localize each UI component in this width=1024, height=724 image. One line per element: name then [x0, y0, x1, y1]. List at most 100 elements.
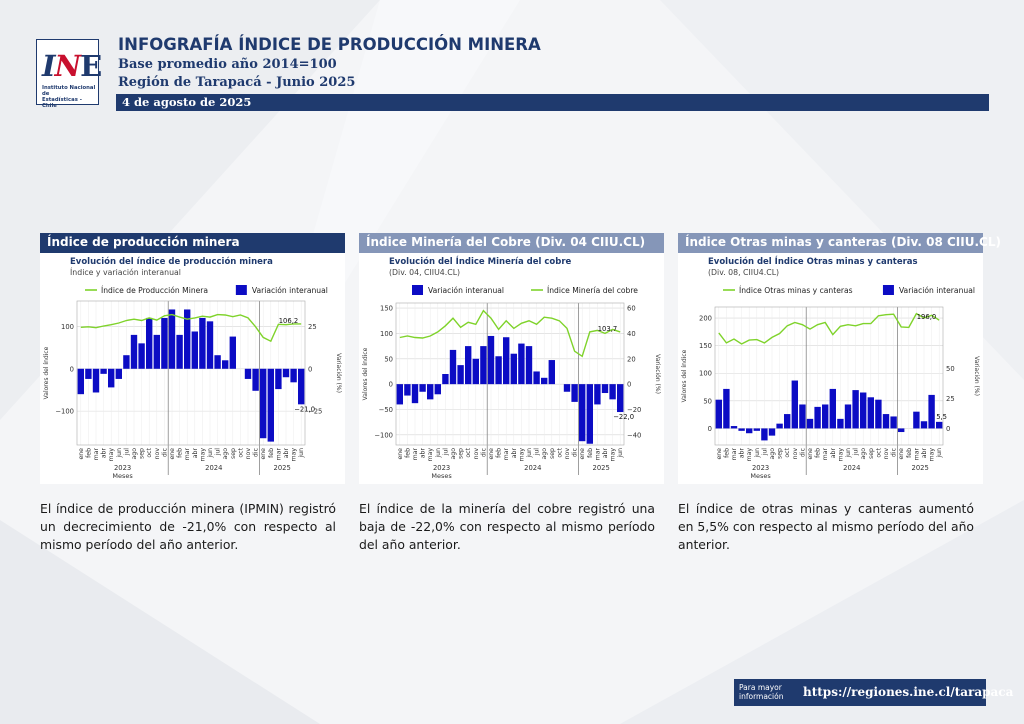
x-tick-month: abr [739, 448, 746, 459]
x-tick-month: sep [868, 448, 875, 459]
x-tick-month: may [610, 448, 617, 462]
x-tick-month: feb [906, 448, 913, 458]
variation-bar [472, 358, 479, 385]
y-tick-label: 100 [61, 323, 74, 331]
x-tick-month: sep [230, 448, 237, 459]
variation-bar [487, 335, 495, 385]
x-tick-month: mar [913, 448, 920, 461]
y-axis-title: Valores del índice [43, 346, 50, 399]
x-tick-month: ago [860, 448, 867, 460]
variation-bar [715, 399, 722, 429]
x-tick-month: dic [891, 447, 898, 457]
variation-bar [260, 368, 267, 439]
x-tick-year: 2024 [524, 464, 541, 472]
footer-url-link[interactable]: https://regiones.ine.cl/tarapaca [803, 685, 1014, 699]
x-tick-month: mar [503, 448, 510, 461]
y-tick-label: −100 [374, 431, 393, 439]
x-tick-month: may [746, 448, 753, 462]
variation-bar [510, 353, 517, 385]
y2-tick-label: 50 [946, 365, 955, 373]
x-tick-month: feb [723, 448, 730, 458]
x-tick-year: 2025 [274, 464, 291, 472]
y-tick-label: 50 [384, 355, 393, 363]
variation-bar [936, 421, 943, 429]
index-line [80, 313, 302, 343]
x-tick-month: may [199, 448, 206, 462]
variation-bar [768, 428, 776, 436]
panel-header-other-mines: Índice Otras minas y canteras (Div. 08 C… [678, 233, 1001, 253]
chart-other-mines: Evolución del Índice Otras minas y cante… [681, 255, 980, 480]
variation-bar [571, 384, 578, 402]
variation-bar [594, 384, 601, 405]
y-tick-label: 0 [70, 365, 74, 373]
x-tick-month: may [427, 448, 434, 462]
variation-bar [100, 368, 107, 374]
y2-axis-title: Variación (%) [335, 353, 342, 393]
x-tick-month: jul [761, 448, 768, 457]
publication-date: 4 de agosto de 2025 [122, 95, 252, 109]
y-axis-right: −25 0 25 [308, 323, 322, 416]
x-tick-month: abr [921, 448, 928, 459]
y-tick-label: −100 [55, 408, 74, 416]
variation-bar [138, 343, 145, 369]
footer-bar: Para mayor información https://regiones.… [734, 679, 1013, 706]
x-tick-month: oct [146, 447, 153, 457]
variation-bar [298, 368, 305, 405]
legend-bar-swatch [882, 285, 894, 295]
x-tick-year: 2023 [114, 464, 131, 472]
variation-bar [92, 368, 100, 393]
x-tick-month: sep [777, 448, 784, 459]
variation-bar [844, 404, 852, 429]
variation-bar [396, 384, 403, 405]
y-axis-left: 0 50 100 150 200 [699, 315, 712, 433]
variation-bar [898, 428, 905, 433]
variation-bar [123, 355, 130, 369]
chart-legend: Índice Otras minas y canteras Variación i… [723, 285, 975, 295]
description-other-mines: El índice de otras minas y canteras aume… [678, 501, 975, 552]
y-tick-label: 150 [380, 305, 393, 313]
variation-bars [77, 309, 305, 442]
x-tick-month: abr [283, 448, 290, 459]
variation-bar [130, 334, 138, 369]
x-tick-month: jul [442, 448, 449, 457]
variation-bar [191, 331, 198, 369]
variation-bar [442, 374, 449, 385]
x-tick-month: abr [511, 448, 518, 459]
logo-text: Instituto Nacional de Estadísticas - Chi… [42, 85, 98, 109]
x-tick-month: sep [458, 448, 465, 459]
variation-end-label: −21,0 [294, 405, 315, 413]
x-tick-month: ene [488, 448, 495, 460]
x-tick-month: dic [480, 447, 487, 457]
x-tick-month: dic [253, 447, 260, 457]
variation-bars [396, 335, 624, 444]
y2-tick-label: 25 [946, 395, 955, 403]
y2-tick-label: 0 [946, 425, 950, 433]
x-tick-month: jun [207, 448, 214, 459]
variation-bar [723, 388, 730, 429]
x-tick-month: feb [404, 448, 411, 458]
variation-bar [609, 384, 616, 400]
y2-tick-label: −25 [308, 408, 322, 416]
variation-bar [563, 384, 571, 392]
x-axis-months: ene feb mar abr may jun jul ago sep oct nov dic ene f… [716, 447, 943, 461]
variation-bar [480, 346, 487, 385]
y-axis-right: 0 25 50 [946, 365, 955, 433]
variation-bar [267, 368, 274, 442]
variation-bar [214, 355, 221, 369]
x-tick-month: ene [397, 448, 404, 460]
variation-bar [146, 317, 153, 369]
y-axis-right: −40 −20 0 20 40 60 [627, 305, 641, 440]
x-tick-month: oct [237, 447, 244, 457]
index-line [399, 309, 621, 358]
x-tick-month: mar [275, 448, 282, 461]
x-tick-month: jul [534, 448, 541, 457]
x-tick-month: ene [807, 448, 814, 460]
x-tick-month: jun [435, 448, 442, 459]
variation-bar [108, 368, 115, 388]
variation-bar [434, 384, 441, 395]
variation-bar [860, 392, 867, 429]
variation-bar [738, 428, 745, 431]
y2-tick-label: −40 [627, 431, 641, 439]
index-end-label: 106,2 [279, 317, 298, 325]
variation-bar [753, 428, 760, 431]
